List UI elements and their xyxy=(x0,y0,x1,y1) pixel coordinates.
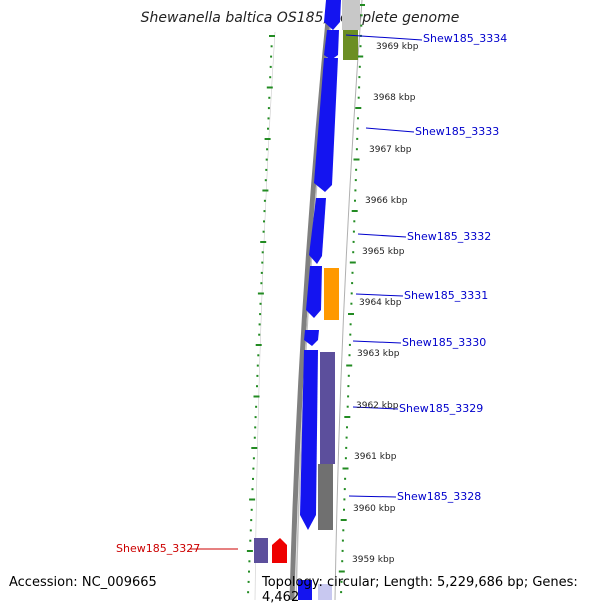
scale-label: 3967 kbp xyxy=(369,145,412,155)
scale-label: 3969 kbp xyxy=(376,42,419,52)
scale-label: 3962 kbp xyxy=(356,401,399,411)
length-label: Length: xyxy=(383,575,433,590)
inner-track-outline xyxy=(254,31,276,600)
gene-label-shew185-3331[interactable]: Shew185_3331 xyxy=(404,289,488,302)
gene-shew185-3327-purple[interactable] xyxy=(254,538,268,563)
genome-stats: Topology: circular; Length: 5,229,686 bp… xyxy=(262,575,600,605)
accession-value: NC_009665 xyxy=(81,575,157,590)
gene-label-shew185-3329[interactable]: Shew185_3329 xyxy=(399,402,483,415)
length-value: 5,229,686 bp xyxy=(437,575,524,590)
scale-label: 3961 kbp xyxy=(354,452,397,462)
gene-label-shew185-3330[interactable]: Shew185_3330 xyxy=(402,336,486,349)
scale-label: 3968 kbp xyxy=(373,93,416,103)
gene-shew185-3332[interactable] xyxy=(309,198,326,264)
gene-shew185-3333[interactable] xyxy=(314,58,338,192)
gene-shew185-3334-top-gray[interactable] xyxy=(342,0,360,30)
outer-scale-ticks xyxy=(338,4,365,594)
gene-shew185-3330[interactable] xyxy=(304,330,319,346)
gene-label-shew185-3332[interactable]: Shew185_3332 xyxy=(407,230,491,243)
gene-label-shew185-3328[interactable]: Shew185_3328 xyxy=(397,490,481,503)
gene-label-shew185-3334[interactable]: Shew185_3334 xyxy=(423,32,507,45)
outer-track-outline xyxy=(334,0,363,600)
accession-info: Accession: NC_009665 xyxy=(9,575,157,590)
gene-shew185-3327[interactable] xyxy=(272,538,287,563)
scale-label: 3966 kbp xyxy=(365,196,408,206)
gene-bottom-fragment[interactable] xyxy=(298,580,312,600)
separator: ; xyxy=(523,575,533,590)
genes-label: Genes: xyxy=(532,575,578,590)
scale-labels: 3969 kbp 3968 kbp 3967 kbp 3966 kbp 3965… xyxy=(352,42,419,565)
genes-value: 4,462 xyxy=(262,590,300,605)
gene-bottom-gray[interactable] xyxy=(318,584,332,600)
gene-shew185-3331-blue[interactable] xyxy=(306,266,322,318)
scale-label: 3965 kbp xyxy=(362,247,405,257)
gene-shew185-3328[interactable] xyxy=(318,464,333,530)
gene-label-shew185-3333[interactable]: Shew185_3333 xyxy=(415,125,499,138)
gene-label-shew185-3327[interactable]: Shew185_3327 xyxy=(116,542,200,555)
separator: ; xyxy=(375,575,384,590)
topology-label: Topology: xyxy=(262,575,323,590)
scale-label: 3964 kbp xyxy=(359,298,402,308)
topology-value: circular xyxy=(326,575,376,590)
scale-label: 3963 kbp xyxy=(357,349,400,359)
map-title: Shewanella baltica OS185, complete genom… xyxy=(140,10,460,26)
scale-label: 3959 kbp xyxy=(352,555,395,565)
gene-shew185-3334-olive[interactable] xyxy=(343,30,358,60)
gene-leader-lines xyxy=(190,34,423,550)
inner-scale-ticks xyxy=(246,35,275,594)
gene-shew185-3334[interactable] xyxy=(324,30,339,60)
accession-label: Accession: xyxy=(9,575,78,590)
gene-shew185-3331[interactable] xyxy=(324,268,339,320)
gene-shew185-3329-purple[interactable] xyxy=(320,352,335,464)
gene-shew185-3334-top[interactable] xyxy=(324,0,341,30)
gene-shew185-3329[interactable] xyxy=(300,350,318,530)
gene-labels: Shew185_3334 Shew185_3333 Shew185_3332 S… xyxy=(116,32,507,555)
scale-label: 3960 kbp xyxy=(353,504,396,514)
